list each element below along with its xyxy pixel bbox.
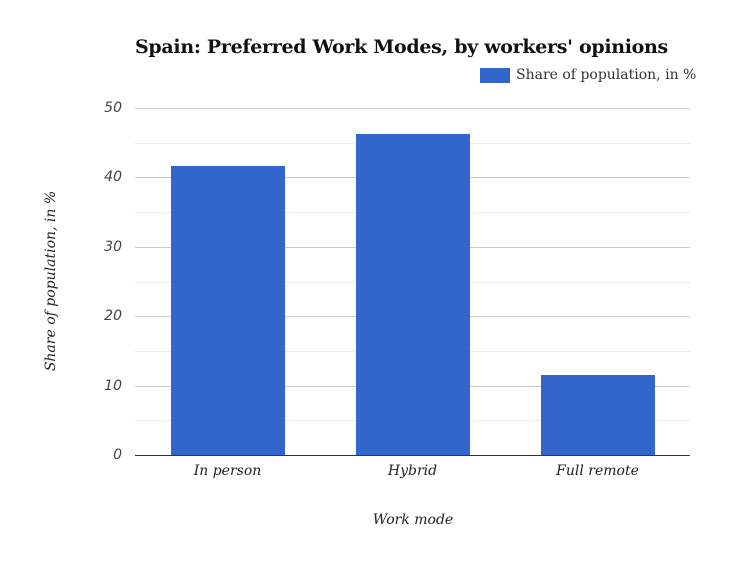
bar-in-person[interactable] (170, 166, 285, 455)
y-tick-label: 50 (104, 100, 122, 116)
x-tick-label: In person (193, 463, 262, 479)
legend-label: Share of population, in % (516, 67, 697, 83)
y-tick-label: 0 (113, 447, 122, 463)
y-axis-label: Share of population, in % (43, 190, 59, 372)
y-tick-label: 40 (104, 169, 122, 186)
x-tick-label: Hybrid (387, 463, 438, 479)
bar-hybrid[interactable] (355, 133, 470, 455)
chart-title: Spain: Preferred Work Modes, by workers'… (135, 36, 668, 58)
legend-swatch (480, 67, 510, 83)
bar-full-remote[interactable] (540, 375, 655, 455)
y-tick-label: 10 (104, 377, 122, 394)
x-tick-label: Full remote (556, 463, 639, 479)
gridline-major (135, 108, 690, 109)
plot-area (135, 108, 690, 456)
y-tick-label: 30 (104, 238, 122, 255)
x-axis-line (135, 455, 690, 456)
legend: Share of population, in % (480, 67, 696, 83)
y-tick-label: 20 (104, 308, 122, 325)
x-axis-label: Work mode (372, 512, 454, 528)
